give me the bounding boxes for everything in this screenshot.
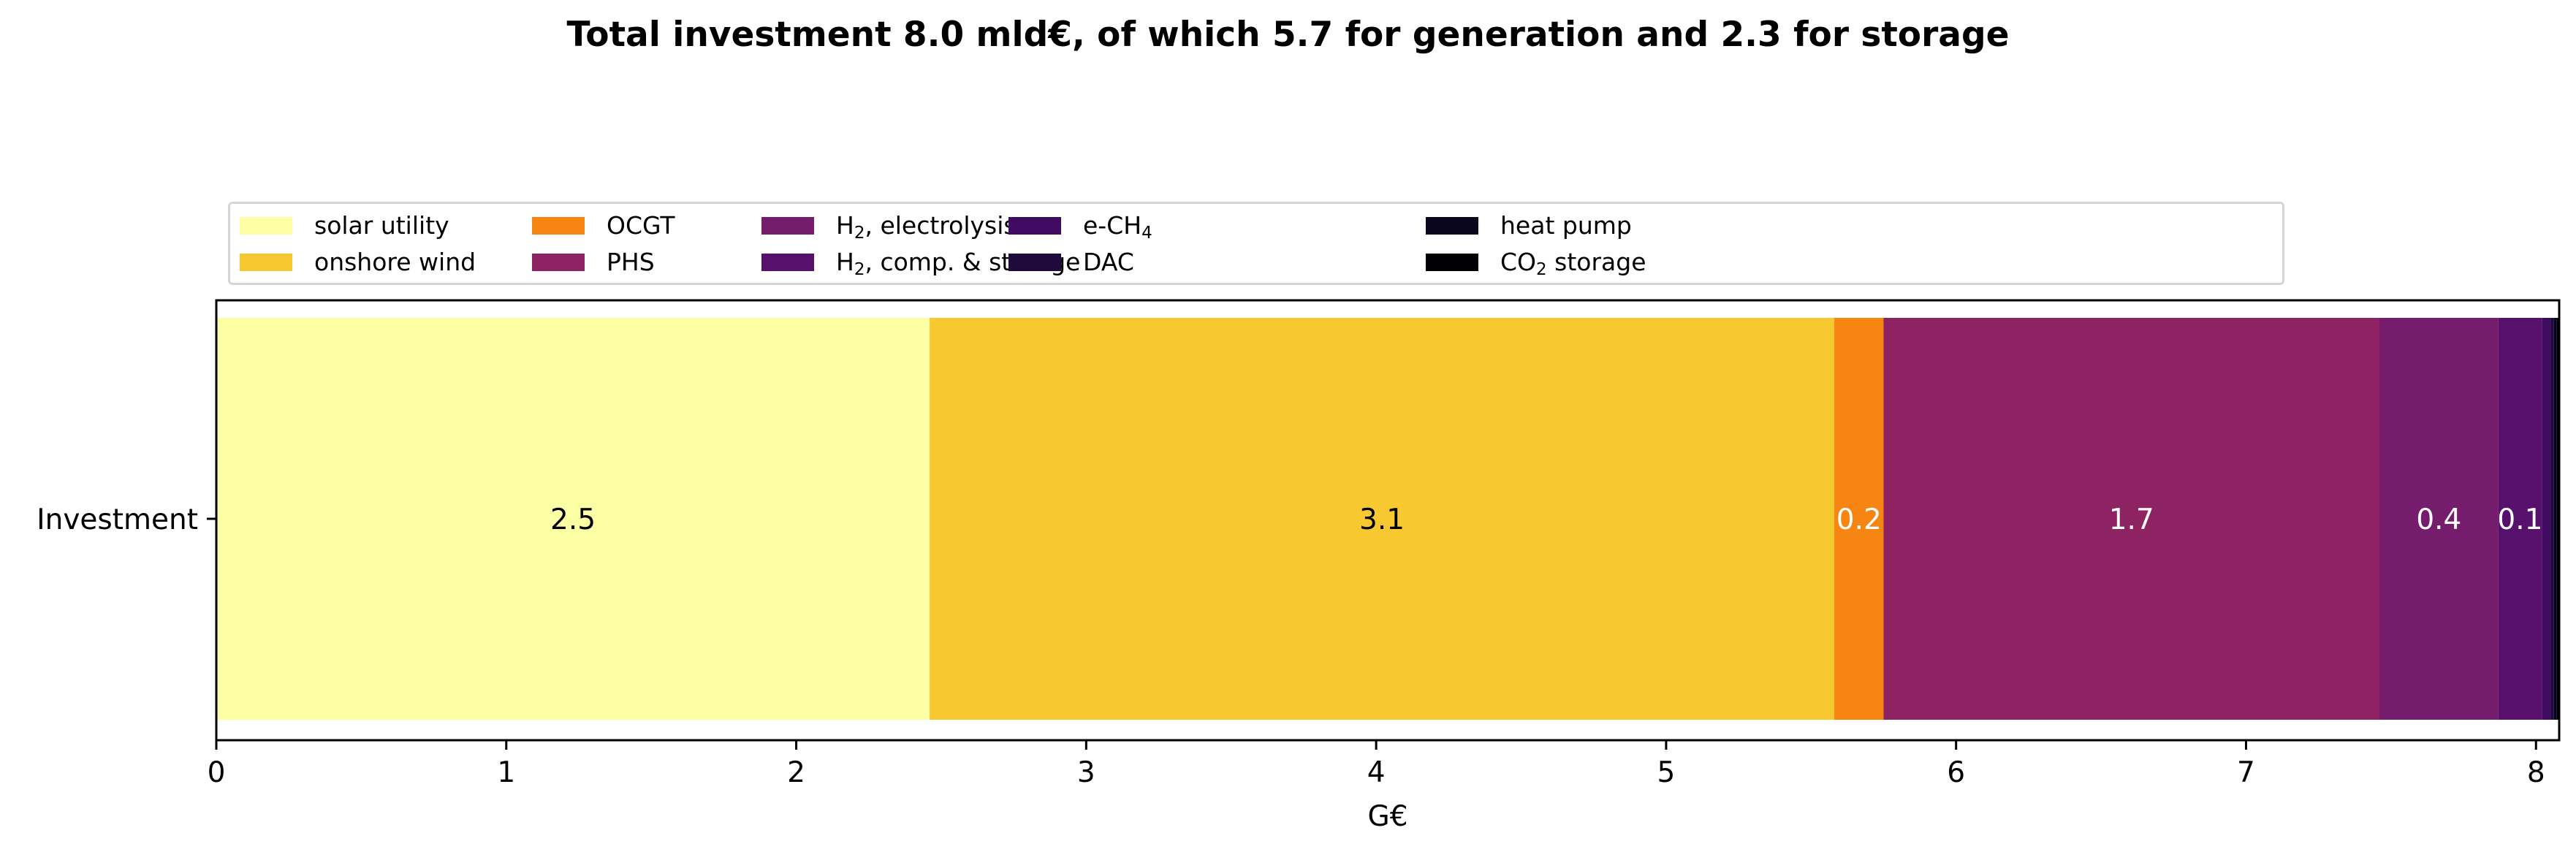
legend-label-base-0: solar utility xyxy=(314,211,449,240)
x-tick-label-4: 4 xyxy=(1367,756,1386,789)
segment-label-4: 0.4 xyxy=(2416,503,2461,536)
segment-label-3: 1.7 xyxy=(2109,503,2154,536)
y-axis: Investment xyxy=(37,503,216,536)
bar-segment-9 xyxy=(2556,318,2559,720)
x-axis: 0 1 2 3 4 5 6 7 8 xyxy=(208,740,2545,789)
legend-label-8: heat pump xyxy=(1500,211,1632,240)
legend-swatch-9 xyxy=(1426,253,1478,271)
x-tick-label-3: 3 xyxy=(1077,756,1095,789)
plot-frame xyxy=(215,299,2561,742)
legend-label-base-6: e-CH xyxy=(1083,211,1142,240)
x-tick-label-6: 6 xyxy=(1947,756,1965,789)
legend-swatch-1 xyxy=(240,253,292,271)
legend-label-7: DAC xyxy=(1083,248,1134,276)
legend-swatch-2 xyxy=(532,216,585,235)
legend-label-base-5: H xyxy=(836,248,854,276)
legend-label-sub-9: 2 xyxy=(1536,260,1547,279)
legend-item-0: solar utility xyxy=(240,211,449,240)
segment-label-1: 3.1 xyxy=(1359,503,1405,536)
legend-swatch-8 xyxy=(1426,216,1478,235)
legend-label-4: H2, electrolysis xyxy=(836,211,1017,243)
legend-label-base-4: H xyxy=(836,211,854,240)
legend-label-base-3: PHS xyxy=(607,248,655,276)
x-axis-label: G€ xyxy=(1367,800,1407,833)
legend-item-3: PHS xyxy=(532,248,655,276)
legend-item-1: onshore wind xyxy=(240,248,476,276)
legend-swatch-3 xyxy=(532,253,585,271)
bar-segment-3 xyxy=(1883,318,2379,720)
x-tick-label-2: 2 xyxy=(787,756,805,789)
bar-segment-1 xyxy=(930,318,1835,720)
legend-label-3: PHS xyxy=(607,248,655,276)
legend-swatch-0 xyxy=(240,216,292,235)
bar-segment-0 xyxy=(216,318,930,720)
x-tick-label-5: 5 xyxy=(1657,756,1675,789)
segment-label-0: 2.5 xyxy=(550,503,596,536)
bar-segment-2 xyxy=(1834,318,1884,720)
x-tick-label-1: 1 xyxy=(497,756,515,789)
legend-item-8: heat pump xyxy=(1426,211,1632,240)
legend-label-sub-6: 4 xyxy=(1141,224,1152,243)
bar-segment-5 xyxy=(2498,318,2542,720)
legend-item-6: e-CH4 xyxy=(1008,211,1152,243)
legend-swatch-5 xyxy=(761,253,814,271)
chart-title: Total investment 8.0 mld€, of which 5.7 … xyxy=(566,15,2010,55)
legend-item-9: CO2 storage xyxy=(1426,248,1646,279)
legend-label-rest-9: storage xyxy=(1546,248,1646,276)
legend-label-base-1: onshore wind xyxy=(314,248,476,276)
legend: solar utility onshore wind OCGT PHS H2, elec… xyxy=(228,202,2284,285)
legend-label-base-9: CO xyxy=(1500,248,1537,276)
legend-label-base-2: OCGT xyxy=(607,211,675,240)
legend-item-7: DAC xyxy=(1008,248,1134,276)
legend-label-0: solar utility xyxy=(314,211,449,240)
legend-label-rest-4: , electrolysis xyxy=(865,211,1017,240)
legend-label-base-8: heat pump xyxy=(1500,211,1632,240)
segment-label-5: 0.1 xyxy=(2497,503,2542,536)
x-tick-label-8: 8 xyxy=(2527,756,2545,789)
legend-label-2: OCGT xyxy=(607,211,675,240)
bar-segment-6 xyxy=(2542,318,2551,720)
legend-label-sub-4: 2 xyxy=(854,224,865,243)
x-tick-label-0: 0 xyxy=(208,756,226,789)
legend-label-sub-5: 2 xyxy=(854,260,865,279)
segment-labels-layer: 2.5 3.1 0.2 1.7 0.4 0.1 xyxy=(550,503,2542,536)
legend-swatch-6 xyxy=(1008,216,1061,235)
legend-label-9: CO2 storage xyxy=(1500,248,1646,279)
bar-segment-8 xyxy=(2553,318,2557,720)
x-tick-label-7: 7 xyxy=(2237,756,2255,789)
y-tick-label-0: Investment xyxy=(37,503,198,536)
bar-segment-7 xyxy=(2550,318,2554,720)
bars-layer xyxy=(216,318,2559,720)
legend-label-6: e-CH4 xyxy=(1083,211,1152,243)
legend-item-2: OCGT xyxy=(532,211,675,240)
segment-label-2: 0.2 xyxy=(1836,503,1882,536)
legend-swatch-7 xyxy=(1008,253,1061,271)
legend-item-4: H2, electrolysis xyxy=(761,211,1017,243)
bar-segment-4 xyxy=(2379,318,2499,720)
legend-swatch-4 xyxy=(761,216,814,235)
legend-label-1: onshore wind xyxy=(314,248,476,276)
legend-label-base-7: DAC xyxy=(1083,248,1134,276)
